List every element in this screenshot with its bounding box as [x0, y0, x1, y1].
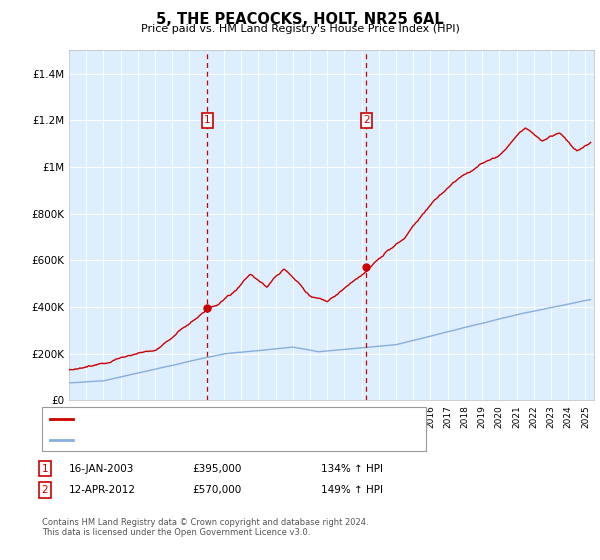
Text: 149% ↑ HPI: 149% ↑ HPI — [321, 485, 383, 495]
Text: 5, THE PEACOCKS, HOLT, NR25 6AL: 5, THE PEACOCKS, HOLT, NR25 6AL — [156, 12, 444, 27]
Text: Contains HM Land Registry data © Crown copyright and database right 2024.
This d: Contains HM Land Registry data © Crown c… — [42, 518, 368, 538]
Text: 5, THE PEACOCKS, HOLT, NR25 6AL (detached house): 5, THE PEACOCKS, HOLT, NR25 6AL (detache… — [79, 414, 358, 424]
Text: 1: 1 — [41, 464, 49, 474]
Text: £570,000: £570,000 — [192, 485, 241, 495]
Text: 12-APR-2012: 12-APR-2012 — [69, 485, 136, 495]
Text: 2: 2 — [363, 115, 370, 125]
Text: 134% ↑ HPI: 134% ↑ HPI — [321, 464, 383, 474]
Text: £395,000: £395,000 — [192, 464, 241, 474]
Text: 2: 2 — [41, 485, 49, 495]
Text: HPI: Average price, detached house, North Norfolk: HPI: Average price, detached house, Nort… — [79, 435, 343, 445]
Text: 16-JAN-2003: 16-JAN-2003 — [69, 464, 134, 474]
Text: 1: 1 — [204, 115, 211, 125]
Text: Price paid vs. HM Land Registry's House Price Index (HPI): Price paid vs. HM Land Registry's House … — [140, 24, 460, 34]
